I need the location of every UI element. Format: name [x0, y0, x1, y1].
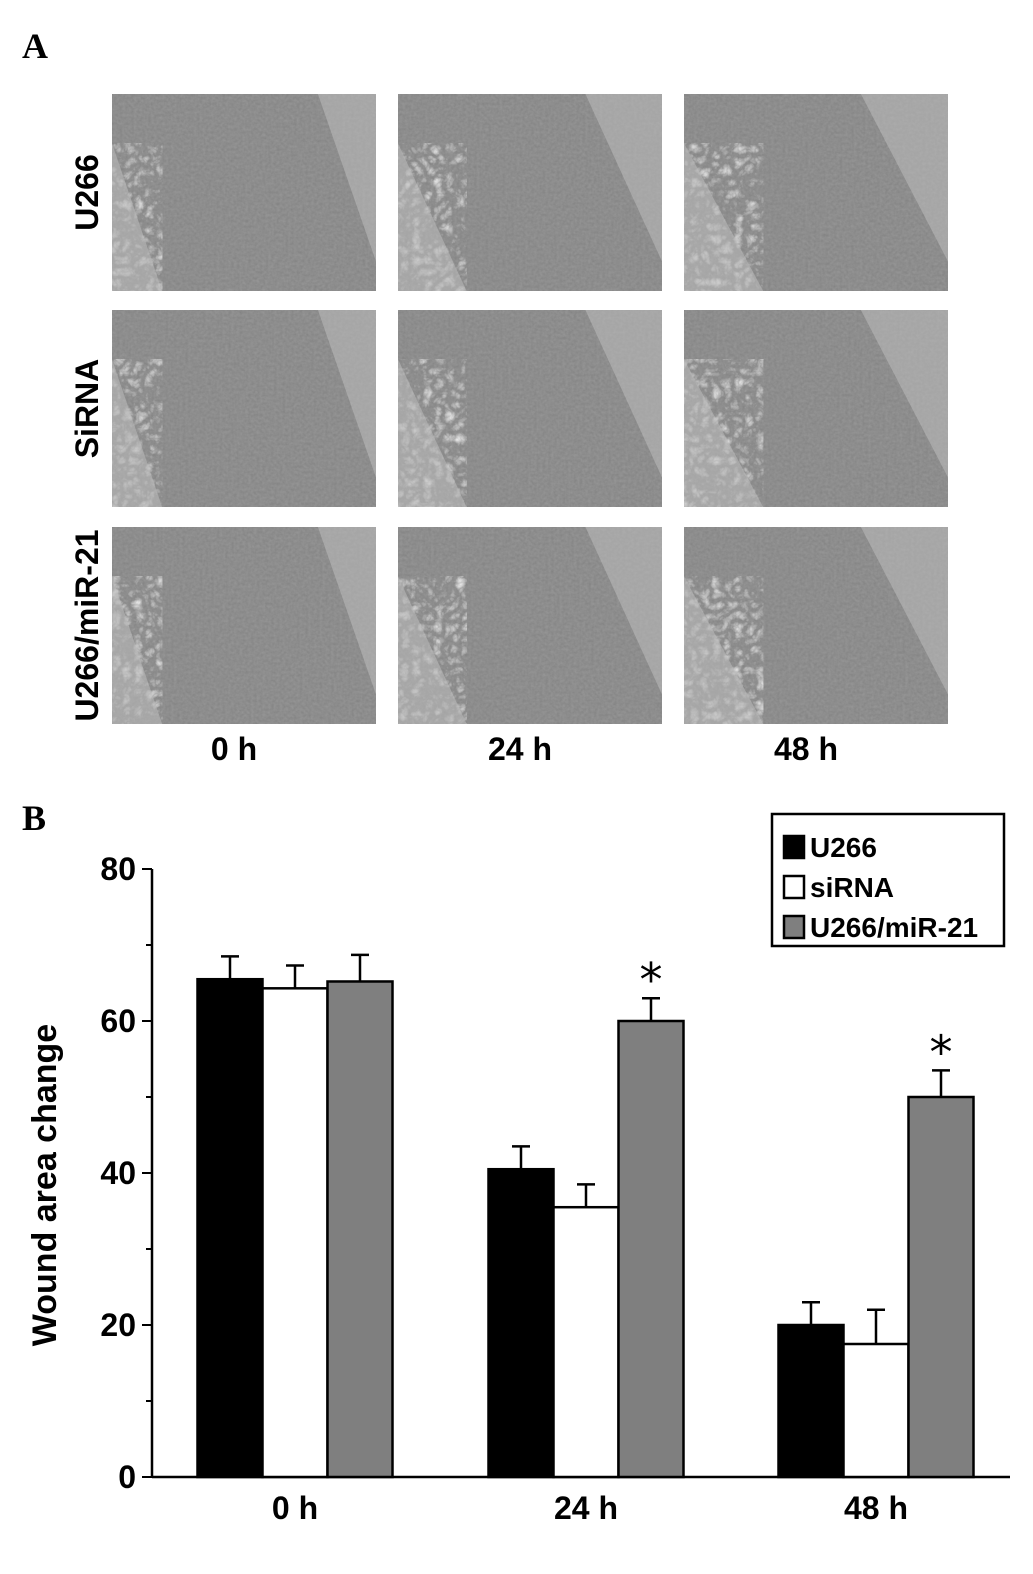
micrograph-sirna-0-h: [112, 310, 376, 507]
x-tick-label-24-h: 24 h: [554, 1490, 618, 1526]
y-tick-label: 60: [100, 1003, 136, 1039]
micrograph-sirna-24-h: [398, 310, 662, 507]
bar-sirna-48-h: [842, 1342, 910, 1479]
legend-swatch-u266-mir-21: [782, 914, 806, 940]
micrograph-u266-24-h: [398, 94, 662, 291]
y-tick-label: 0: [118, 1459, 136, 1495]
bar-u266-mir-21-48-h: [907, 1095, 975, 1479]
row-label-u266: U266: [69, 154, 105, 231]
bar-u266-mir-21-24-h: [617, 1019, 685, 1479]
bar-sirna-0-h: [261, 987, 329, 1479]
bar-u266-48-h: [777, 1323, 845, 1479]
legend-label-u266: U266: [810, 832, 877, 863]
bar-u266-mir-21-0-h: [326, 980, 394, 1479]
row-label-sirna: SiRNA: [69, 359, 105, 459]
y-tick-label: 40: [100, 1155, 136, 1191]
legend-swatch-u266: [782, 834, 806, 860]
micrograph-u266-mir-21-24-h: [398, 527, 662, 724]
legend-swatch-sirna: [782, 874, 806, 900]
column-labels: 0 h 24 h 48 h: [211, 731, 838, 767]
micrograph-u266-0-h: [112, 94, 376, 291]
bar-sirna-24-h: [552, 1205, 620, 1479]
micrograph-u266-48-h: [684, 94, 948, 291]
micrograph-grid: [112, 94, 948, 724]
legend: U266 siRNA U266/miR-21: [770, 812, 1006, 948]
bar-u266-0-h: [196, 977, 264, 1479]
y-tick-label: 20: [100, 1307, 136, 1343]
legend-label-u266-mir-21: U266/miR-21: [810, 912, 978, 943]
row-label-u266-mir-21: U266/miR-21: [69, 529, 105, 721]
panel-b-letter: B: [22, 798, 46, 838]
column-label-48-h: 48 h: [774, 731, 838, 767]
row-labels: U266 SiRNA U266/miR-21: [69, 154, 105, 721]
panel-a-letter: A: [22, 26, 48, 66]
y-axis-title: Wound area change: [26, 1024, 64, 1346]
legend-box: [770, 812, 1006, 948]
x-tick-label-0-h: 0 h: [272, 1490, 318, 1526]
micrograph-u266-mir-21-48-h: [684, 527, 948, 724]
column-label-0-h: 0 h: [211, 731, 257, 767]
y-tick-label: 80: [100, 851, 136, 887]
micrograph-sirna-48-h: [684, 310, 948, 507]
x-tick-label-48-h: 48 h: [844, 1490, 908, 1526]
significance-mark-48-h: *: [930, 1025, 953, 1079]
legend-label-sirna: siRNA: [810, 872, 894, 903]
column-label-24-h: 24 h: [488, 731, 552, 767]
micrograph-u266-mir-21-0-h: [112, 527, 376, 724]
significance-mark-24-h: *: [640, 953, 663, 1007]
bar-chart: 0 20 40 60 80 Wound area change 0 h 24 h 48 h * * U…: [26, 812, 1010, 1526]
bar-u266-24-h: [487, 1167, 555, 1479]
